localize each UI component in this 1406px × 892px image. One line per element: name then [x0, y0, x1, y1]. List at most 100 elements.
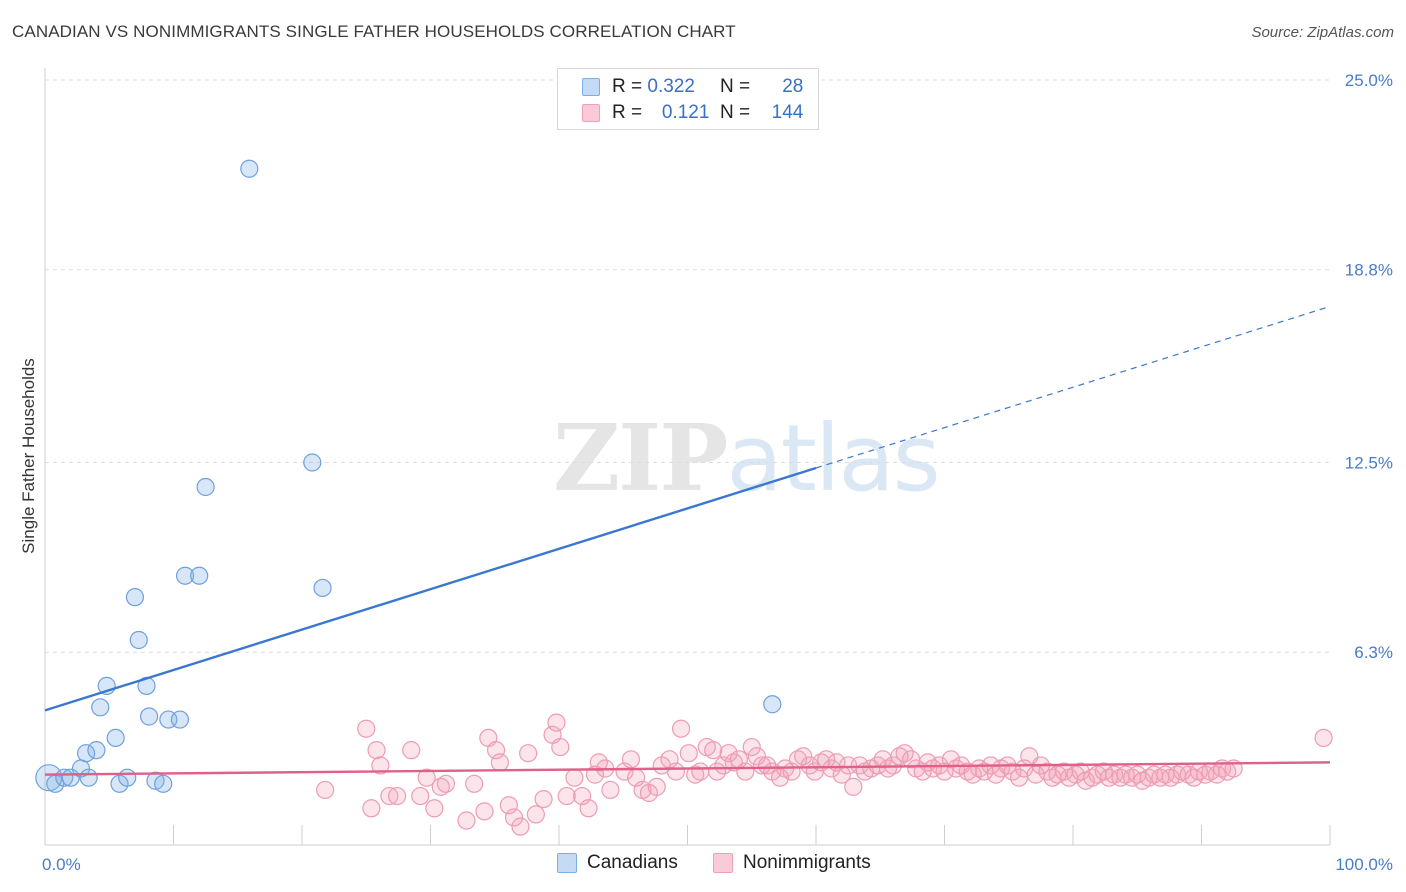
- canadians-trend-solid: [44, 466, 817, 712]
- grid-lines: [45, 79, 1330, 653]
- nonimmigrants-point: [878, 759, 898, 778]
- canadians-point: [313, 578, 332, 598]
- nonimmigrants-point: [742, 737, 761, 757]
- nonimmigrants-point: [425, 799, 444, 818]
- nonimmigrants-point: [647, 777, 666, 796]
- nonimmigrants-point: [686, 765, 705, 784]
- nonimmigrants-point: [457, 811, 476, 830]
- nonimmigrants-point: [970, 759, 989, 778]
- nonimmigrants-point: [551, 737, 570, 757]
- nonimmigrants-point: [511, 817, 530, 836]
- canadians-trend-dashed: [815, 305, 1331, 469]
- nonimmigrants-point: [519, 744, 538, 763]
- nonimmigrants-points: [316, 713, 1333, 836]
- canadians-point: [77, 744, 96, 763]
- nonimmigrants-point: [367, 741, 386, 760]
- canadians-point: [91, 698, 110, 717]
- axes: [44, 68, 1331, 846]
- nonimmigrants-point: [747, 747, 766, 766]
- nonimmigrants-point: [316, 780, 335, 800]
- nonimmigrants-point: [490, 753, 509, 772]
- legend-n-label: N =: [719, 76, 751, 97]
- nonimmigrants-point: [565, 768, 584, 787]
- x-tick-label: 0.0%: [42, 855, 81, 874]
- nonimmigrants-point: [794, 747, 813, 766]
- legend-r-value: 0.121: [661, 102, 710, 123]
- y-tick-label: 25.0%: [1345, 71, 1393, 90]
- nonimmigrants-point: [534, 789, 553, 809]
- nonimmigrants-point: [704, 741, 723, 760]
- canadians-point: [170, 710, 190, 729]
- series-swatch-canadians: [557, 853, 577, 873]
- canadians-point: [106, 728, 125, 748]
- canadians-point: [118, 768, 137, 787]
- nonimmigrants-trend-solid: [44, 761, 1331, 776]
- y-tick-label: 18.8%: [1345, 261, 1393, 280]
- nonimmigrants-point: [752, 756, 772, 775]
- nonimmigrants-point: [547, 713, 566, 732]
- canadians-point: [154, 774, 173, 793]
- x-tick-label: 100.0%: [1335, 855, 1393, 874]
- nonimmigrants-point: [380, 786, 399, 806]
- canadians-point: [129, 630, 148, 650]
- canadians-point: [763, 695, 782, 714]
- nonimmigrants-point: [719, 744, 738, 763]
- nonimmigrants-point: [371, 756, 390, 775]
- y-tick-label: 12.5%: [1345, 454, 1393, 473]
- nonimmigrants-point: [736, 762, 755, 781]
- legend-row-nonimmigrants: R = 0.121 N = 144: [582, 101, 803, 125]
- nonimmigrants-point: [504, 808, 524, 827]
- trend-lines: [44, 305, 1331, 776]
- nonimmigrants-point: [671, 719, 691, 738]
- nonimmigrants-point: [601, 780, 620, 800]
- nonimmigrants-point: [621, 750, 641, 769]
- axis-labels: 6.3% 12.5% 18.8% 25.0% 0.0% 100.0% Single Fath…: [19, 71, 1393, 874]
- nonimmigrants-point: [557, 786, 576, 806]
- series-swatch-nonimmigrants: [713, 853, 733, 873]
- watermark-zip: ZIP: [553, 404, 728, 512]
- canadians-point: [79, 768, 98, 787]
- series-legend: Canadians Nonimmigrants: [0, 852, 1406, 878]
- nonimmigrants-point: [411, 786, 430, 806]
- nonimmigrants-point: [417, 768, 436, 787]
- nonimmigrants-point: [431, 777, 450, 796]
- canadians-point: [190, 566, 209, 585]
- canadians-point: [87, 741, 106, 760]
- chart-title: CANADIAN VS NONIMMIGRANTS SINGLE FATHER …: [12, 22, 736, 41]
- legend-swatch-canadians: [582, 78, 600, 96]
- nonimmigrants-point: [890, 747, 909, 766]
- legend-swatch-nonimmigrants: [582, 104, 600, 122]
- nonimmigrants-point: [844, 777, 863, 796]
- nonimmigrants-point: [475, 802, 494, 821]
- series-label-nonimmigrants: Nonimmigrants: [743, 852, 871, 873]
- nonimmigrants-point: [941, 750, 961, 769]
- legend-r-label: R =: [612, 102, 643, 123]
- canadians-points: [35, 159, 782, 793]
- nonimmigrants-point: [666, 762, 686, 781]
- nonimmigrants-point: [362, 799, 381, 818]
- nonimmigrants-point: [579, 799, 598, 818]
- legend-n-value: 144: [771, 102, 804, 123]
- legend-r-value: 0.322: [647, 76, 695, 97]
- legend-n-label: N =: [719, 102, 751, 123]
- nonimmigrants-point: [679, 744, 698, 763]
- nonimmigrants-point: [357, 719, 376, 738]
- nonimmigrants-point: [526, 805, 545, 824]
- canadians-point: [196, 477, 215, 497]
- canadians-point: [175, 566, 195, 585]
- canadians-point: [125, 588, 145, 607]
- watermark: ZIPatlas: [553, 404, 941, 512]
- nonimmigrants-point: [387, 786, 407, 806]
- y-tick-label: 6.3%: [1354, 643, 1393, 662]
- source-label: Source: ZipAtlas.com: [1251, 24, 1394, 41]
- legend-r-label: R =: [612, 76, 643, 97]
- canadians-point: [303, 453, 322, 472]
- series-legend-nonimmigrants: Nonimmigrants: [713, 852, 871, 874]
- legend-row-canadians: R = 0.322 N = 28: [582, 75, 803, 99]
- correlation-legend: R = 0.322 N = 28 R = 0.121 N = 144: [557, 68, 819, 130]
- nonimmigrants-point: [770, 768, 790, 787]
- series-label-canadians: Canadians: [587, 852, 678, 873]
- canadians-point: [139, 707, 159, 726]
- nonimmigrants-point: [691, 762, 710, 781]
